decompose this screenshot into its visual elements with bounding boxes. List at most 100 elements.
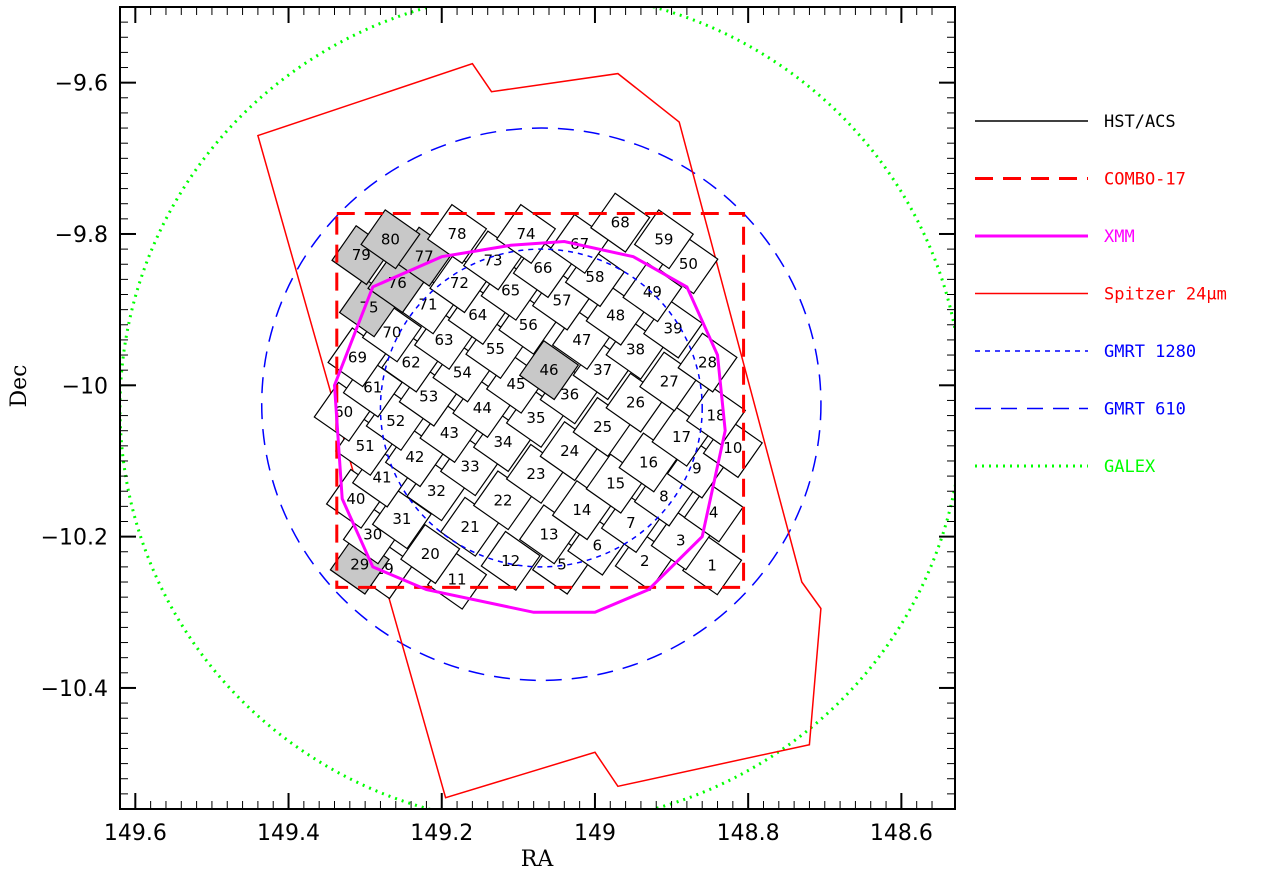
tile-label: 38 — [626, 341, 645, 359]
tile-label: 11 — [448, 571, 467, 589]
spitzer-24um-region — [256, 62, 822, 799]
x-tick-label: 149.2 — [410, 821, 473, 846]
tile-label: 29 — [350, 556, 369, 574]
hst-acs-tile — [683, 482, 744, 543]
tile-label: 31 — [392, 510, 411, 528]
tile-label: 15 — [606, 475, 625, 493]
tile-label: 21 — [461, 518, 480, 536]
tile-label: 61 — [363, 379, 382, 397]
tile-label: 60 — [334, 403, 353, 421]
tile-label: 44 — [473, 399, 492, 417]
tile-label: 7 — [626, 514, 636, 532]
tile-label: 68 — [611, 214, 630, 232]
y-tick-label: −9.6 — [55, 72, 108, 97]
tile-label: 55 — [486, 340, 505, 358]
tile-label: 63 — [434, 331, 453, 349]
tile-label: 56 — [519, 316, 538, 334]
tile-label: 24 — [560, 442, 579, 460]
tile-label: 2 — [640, 552, 650, 570]
survey-regions — [120, 7, 955, 809]
tile-label: 6 — [592, 537, 602, 555]
tile-label: 78 — [448, 225, 467, 243]
tile-label: 14 — [572, 501, 591, 519]
legend-label: HST/ACS — [1104, 112, 1176, 132]
tile-label: 59 — [654, 230, 673, 248]
tile-label: 54 — [453, 363, 472, 381]
gmrt-1280-region — [379, 248, 703, 568]
tile-label: 52 — [386, 412, 405, 430]
y-tick-label: −9.8 — [55, 223, 108, 248]
tile-label: 65 — [501, 282, 520, 300]
hst-acs-tile — [480, 530, 541, 592]
tile-label: 16 — [639, 453, 658, 471]
tile-label: 40 — [346, 490, 365, 508]
plot-frame — [119, 6, 956, 810]
tile-label: 10 — [723, 439, 742, 457]
x-tick-label: 149 — [574, 821, 616, 846]
tile-label: 48 — [606, 307, 625, 325]
tile-label: 20 — [421, 545, 440, 563]
legend-label: Spitzer 24μm — [1104, 285, 1227, 305]
hst-acs-tile — [400, 523, 461, 585]
tile-label: 43 — [440, 424, 459, 442]
tile-label: 35 — [526, 409, 545, 427]
hst-acs-tile — [677, 332, 738, 393]
tile-label: 37 — [593, 361, 612, 379]
tile-label: 41 — [372, 469, 391, 487]
tile-label: 34 — [493, 433, 512, 451]
tile-label: 13 — [539, 525, 558, 543]
tile-label: 45 — [507, 375, 526, 393]
tile-label: 26 — [626, 394, 645, 412]
x-tick-label: 148.8 — [717, 821, 780, 846]
tile-label: 8 — [659, 488, 669, 506]
legend-label: XMM — [1104, 227, 1135, 247]
hst-acs-tiles: 1234567891011121314151617181920212223242… — [313, 192, 764, 610]
hst-acs-tile — [518, 339, 580, 401]
tile-label: 72 — [450, 274, 469, 292]
tile-label: 79 — [352, 246, 371, 264]
legend-label: GMRT 1280 — [1104, 342, 1196, 362]
tile-label: 3 — [676, 531, 686, 549]
tile-label: 36 — [560, 385, 579, 403]
tile-label: 39 — [664, 320, 683, 338]
tile-label: 46 — [539, 361, 558, 379]
tile-label: 64 — [468, 306, 487, 324]
legend-label: GALEX — [1104, 457, 1156, 477]
xmm-region — [332, 239, 727, 614]
x-tick-label: 149.6 — [104, 821, 167, 846]
tile-label: 42 — [405, 448, 424, 466]
legend-label: GMRT 610 — [1104, 400, 1186, 420]
legend: HST/ACS COMBO-17 XMM Spitzer 24μm GMRT 1280 G… — [975, 112, 1227, 477]
tile-label: 51 — [356, 437, 375, 455]
tile-label: 4 — [709, 503, 719, 521]
tile-label: 30 — [363, 525, 382, 543]
x-tick-label: 149.4 — [257, 821, 320, 846]
y-tick-label: −10.2 — [41, 526, 108, 551]
tile-label: 17 — [672, 428, 691, 446]
tile-label: 12 — [501, 552, 520, 570]
hst-acs-tile — [633, 209, 695, 270]
axes: 149.6 149.4 149.2 149 148.8 148.6−9.6−9.8−10−… — [41, 6, 955, 846]
tile-label: 33 — [461, 457, 480, 475]
tile-label: 58 — [585, 268, 604, 286]
gmrt-610-region — [260, 127, 822, 682]
y-tick-label: −10.4 — [41, 677, 108, 702]
tile-label: 25 — [593, 418, 612, 436]
tile-label: 70 — [382, 323, 401, 341]
tile-label: 27 — [660, 373, 679, 391]
tile-label: 73 — [484, 251, 503, 269]
tile-label: 28 — [698, 354, 717, 372]
tile-label: 22 — [493, 491, 512, 509]
y-axis-title: Dec — [7, 365, 32, 408]
tile-label: 57 — [552, 292, 571, 310]
tile-label: 23 — [526, 465, 545, 483]
tile-label: 47 — [572, 331, 591, 349]
legend-label: COMBO-17 — [1104, 170, 1186, 190]
hst-acs-tile — [426, 203, 488, 265]
tile-label: 62 — [402, 354, 421, 372]
y-tick-label: −10 — [62, 374, 108, 399]
tile-label: 50 — [679, 255, 698, 273]
hst-acs-tile — [590, 192, 651, 253]
tile-label: 71 — [418, 295, 437, 313]
